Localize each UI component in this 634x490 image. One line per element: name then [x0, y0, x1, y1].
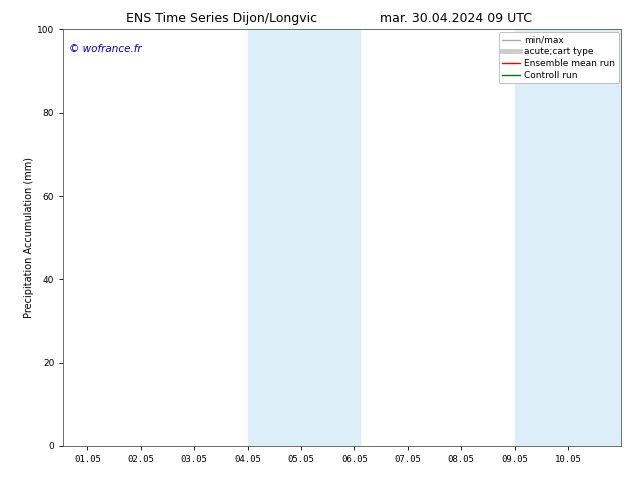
Y-axis label: Precipitation Accumulation (mm): Precipitation Accumulation (mm): [24, 157, 34, 318]
Text: ENS Time Series Dijon/Longvic: ENS Time Series Dijon/Longvic: [126, 12, 318, 25]
Text: mar. 30.04.2024 09 UTC: mar. 30.04.2024 09 UTC: [380, 12, 533, 25]
Bar: [515, 29, 621, 446]
Text: © wofrance.fr: © wofrance.fr: [69, 44, 141, 54]
Legend: min/max, acute;cart type, Ensemble mean run, Controll run: min/max, acute;cart type, Ensemble mean …: [499, 32, 619, 83]
Bar: [248, 29, 359, 446]
